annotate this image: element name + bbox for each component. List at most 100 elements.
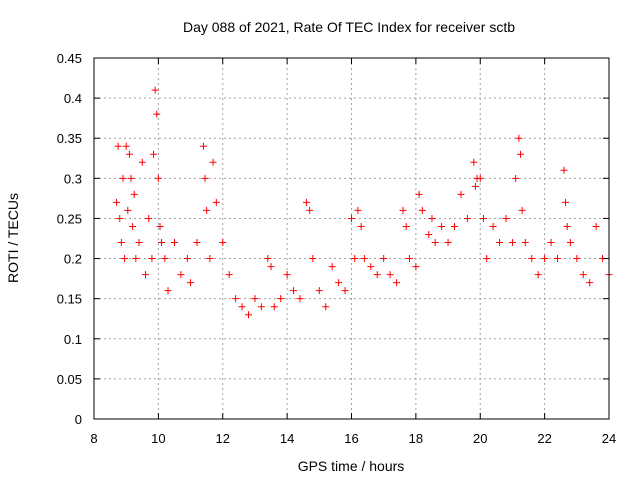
data-point	[315, 287, 323, 295]
data-point	[360, 255, 368, 263]
data-points	[113, 86, 613, 319]
y-tick-label: 0.1	[64, 332, 82, 347]
data-point	[125, 150, 133, 158]
data-point	[203, 206, 211, 214]
data-point	[586, 279, 594, 287]
data-point	[117, 239, 125, 247]
y-tick-label: 0.35	[57, 131, 82, 146]
data-point	[541, 255, 549, 263]
data-point	[264, 255, 272, 263]
data-point	[121, 255, 129, 263]
data-point	[154, 174, 162, 182]
data-point	[177, 271, 185, 279]
data-point	[470, 158, 478, 166]
data-point	[554, 255, 561, 263]
data-point	[367, 263, 375, 271]
data-point	[116, 214, 124, 222]
data-point	[512, 174, 520, 182]
data-point	[573, 255, 581, 263]
data-point	[438, 222, 446, 230]
data-point	[425, 230, 433, 238]
y-tick-label: 0.05	[57, 372, 82, 387]
data-point	[283, 271, 291, 279]
data-point	[135, 239, 143, 247]
data-point	[170, 239, 178, 247]
data-point	[122, 142, 130, 150]
data-point	[335, 279, 343, 287]
x-tick-label: 18	[409, 431, 423, 446]
data-point	[579, 271, 587, 279]
data-point	[534, 271, 542, 279]
y-tick-labels: 0 0.05 0.1 0.15 0.2 0.25 0.3 0.35 0.4 0.45	[57, 51, 82, 427]
data-point	[457, 190, 465, 198]
data-point	[209, 158, 217, 166]
data-point	[357, 222, 365, 230]
data-point	[187, 279, 195, 287]
data-point	[562, 198, 570, 206]
data-point	[341, 287, 349, 295]
data-point	[257, 303, 265, 311]
data-point	[138, 158, 146, 166]
data-point	[145, 214, 153, 222]
data-point	[270, 303, 278, 311]
data-point	[521, 239, 529, 247]
data-point	[476, 174, 484, 182]
data-point	[508, 239, 516, 247]
data-point	[489, 222, 497, 230]
data-point	[201, 174, 209, 182]
data-point	[547, 239, 555, 247]
data-point	[151, 86, 159, 94]
data-point	[428, 214, 436, 222]
data-point	[451, 222, 458, 230]
data-point	[373, 271, 381, 279]
data-point	[415, 190, 423, 198]
data-point	[267, 263, 275, 271]
y-tick-label: 0.2	[64, 252, 82, 267]
data-point	[348, 214, 355, 222]
data-point	[290, 287, 298, 295]
data-point	[322, 303, 330, 311]
y-tick-label: 0.3	[64, 171, 82, 186]
data-point	[277, 295, 285, 303]
data-point	[386, 271, 394, 279]
data-point	[129, 222, 137, 230]
data-point	[592, 222, 600, 230]
data-point	[444, 239, 452, 247]
data-point	[158, 239, 166, 247]
data-point	[130, 190, 138, 198]
data-point	[212, 198, 220, 206]
y-axis-title: ROTI / TECUs	[5, 193, 21, 283]
x-tick-label: 24	[602, 431, 616, 446]
data-point	[463, 214, 471, 222]
y-tick-label: 0.4	[64, 91, 82, 106]
data-point	[328, 263, 336, 271]
data-point	[142, 271, 149, 279]
data-point	[238, 303, 246, 311]
x-axis-title: GPS time / hours	[298, 458, 405, 474]
axis-ticks	[93, 57, 610, 420]
data-point	[296, 295, 304, 303]
x-tick-label: 20	[473, 431, 487, 446]
x-tick-label: 16	[344, 431, 358, 446]
data-point	[132, 255, 140, 263]
data-point	[161, 255, 169, 263]
data-point	[153, 110, 161, 118]
data-point	[516, 150, 524, 158]
y-tick-label: 0.45	[57, 51, 82, 66]
data-point	[354, 206, 362, 214]
data-point	[164, 287, 172, 295]
x-tick-label: 10	[151, 431, 165, 446]
data-point	[563, 222, 571, 230]
data-point	[566, 239, 574, 247]
data-point	[251, 295, 259, 303]
data-point	[483, 255, 491, 263]
data-point	[183, 255, 191, 263]
x-tick-label: 14	[280, 431, 294, 446]
data-point	[399, 206, 407, 214]
data-point	[148, 255, 156, 263]
data-point	[114, 142, 122, 150]
data-point	[119, 174, 127, 182]
data-point	[156, 222, 164, 230]
y-tick-label: 0.15	[57, 292, 82, 307]
